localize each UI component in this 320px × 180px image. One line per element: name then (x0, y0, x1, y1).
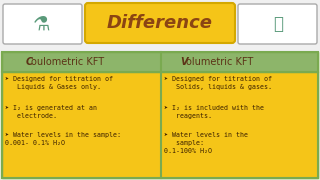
Text: ➤ I₂ is included with the
   reagents.: ➤ I₂ is included with the reagents. (164, 105, 264, 119)
Text: olumetric KFT: olumetric KFT (186, 57, 253, 67)
Text: 🖨: 🖨 (273, 15, 283, 33)
Text: oulometric KFT: oulometric KFT (31, 57, 104, 67)
Text: ➤ Designed for titration of
   Solids, liquids & gases.: ➤ Designed for titration of Solids, liqu… (164, 76, 272, 90)
Text: ➤ Water levels in the
   sample:
0.1-100% H₂O: ➤ Water levels in the sample: 0.1-100% H… (164, 132, 248, 154)
Text: C: C (26, 57, 33, 67)
Bar (0, 0, 320, 52)
Text: ➤ Water levels in the sample:
0.001- 0.1% H₂O: ➤ Water levels in the sample: 0.001- 0.1… (5, 132, 121, 146)
Bar (2, 52, 318, 178)
FancyBboxPatch shape (238, 4, 317, 44)
Text: V: V (180, 57, 188, 67)
Bar (2, 52, 318, 72)
Text: ➤ Designed for titration of
   Liquids & Gases only.: ➤ Designed for titration of Liquids & Ga… (5, 76, 113, 90)
Text: Difference: Difference (107, 14, 213, 32)
Text: ➤ I₂ is generated at an
   electrode.: ➤ I₂ is generated at an electrode. (5, 105, 97, 119)
FancyBboxPatch shape (85, 3, 235, 43)
FancyBboxPatch shape (3, 4, 82, 44)
Bar (2, 72, 318, 178)
Text: ⚗: ⚗ (33, 15, 51, 33)
